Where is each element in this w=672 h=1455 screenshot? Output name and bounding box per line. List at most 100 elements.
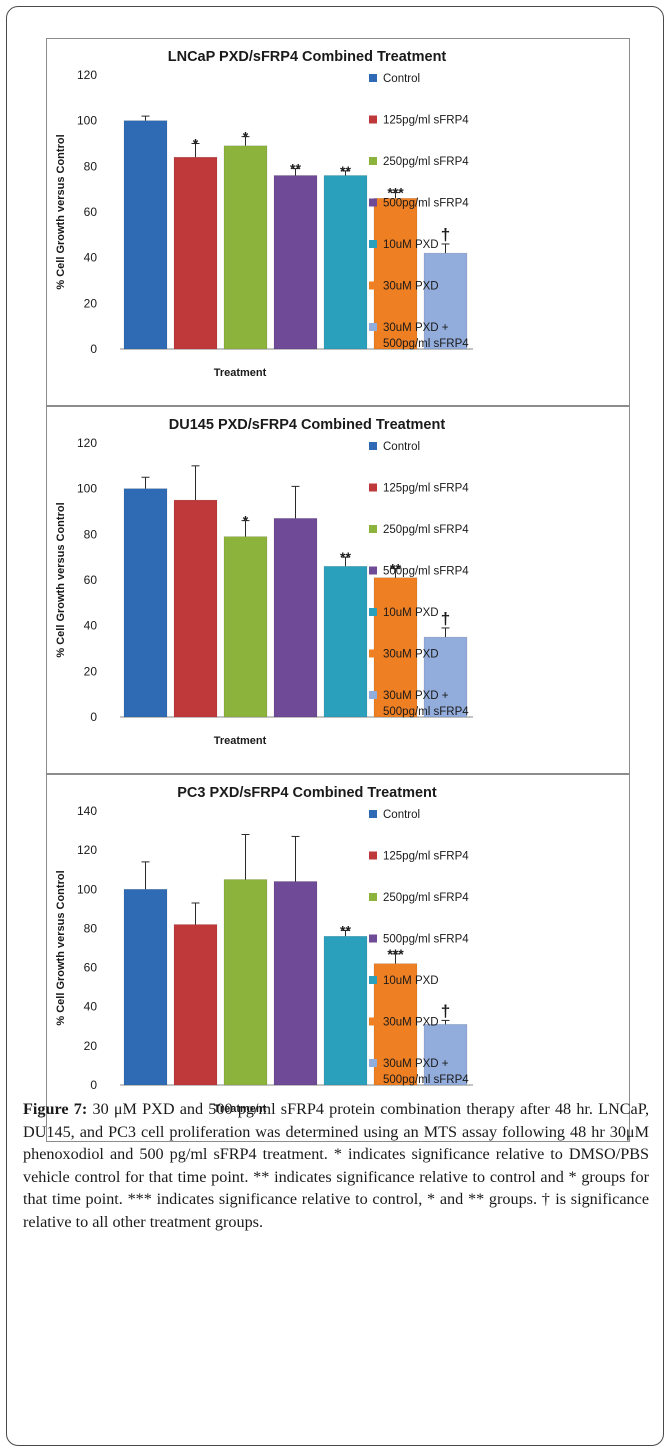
bar (123, 120, 168, 350)
y-tick-label: 0 (90, 1078, 97, 1092)
legend-swatch (369, 198, 377, 207)
bar (323, 175, 368, 350)
significance-marker: ** (340, 549, 351, 565)
legend-swatch (369, 893, 377, 901)
legend-swatch (369, 483, 377, 492)
legend-label: Control (383, 809, 420, 821)
legend-swatch (369, 810, 377, 818)
legend-label: 30uM PXD + (383, 322, 449, 334)
legend-label: 30uM PXD (383, 281, 439, 293)
figure-caption: Figure 7: 30 μM PXD and 500 pg/ml sFRP4 … (23, 1098, 649, 1233)
legend-label: 10uM PXD (383, 975, 439, 987)
chart-title: DU145 PXD/sFRP4 Combined Treatment (169, 417, 446, 433)
legend-label: 500pg/ml sFRP4 (383, 338, 469, 350)
bar (223, 145, 268, 350)
bar (123, 888, 168, 1086)
bar (273, 881, 318, 1086)
y-tick-label: 140 (77, 804, 97, 818)
legend-swatch (369, 323, 377, 331)
y-tick-label: 20 (84, 296, 98, 310)
bar (373, 577, 418, 718)
bar (373, 963, 418, 1086)
legend-label: 250pg/ml sFRP4 (383, 892, 469, 904)
figure-frame: LNCaP PXD/sFRP4 Combined Treatment 0 20 40 6… (6, 6, 664, 1446)
y-tick-label: 60 (84, 961, 98, 975)
legend-swatch (369, 157, 377, 165)
legend-label: 500pg/ml sFRP4 (383, 1074, 469, 1086)
legend-label: 10uM PXD (383, 607, 439, 619)
y-tick-label: 100 (77, 882, 97, 896)
legend-swatch (369, 1059, 377, 1067)
legend-swatch (369, 691, 377, 699)
bar (123, 488, 168, 718)
legend: Control 125pg/ml sFRP4 250pg/ml sFRP4 500pg… (369, 73, 469, 350)
legend-label: 125pg/ml sFRP4 (383, 115, 469, 127)
significance-marker: * (243, 513, 249, 529)
bar (273, 175, 318, 350)
bar (423, 1024, 468, 1086)
legend-label: 500pg/ml sFRP4 (383, 566, 469, 578)
x-axis-label: Treatment (214, 1103, 267, 1115)
bar (423, 636, 468, 718)
legend-swatch (369, 934, 377, 943)
legend-label: 30uM PXD (383, 1017, 439, 1029)
legend: Control 125pg/ml sFRP4 250pg/ml sFRP4 500pg… (369, 441, 469, 718)
bar (323, 566, 368, 718)
chart-svg-3: PC3 PXD/sFRP4 Combined Treatment 0 20 40 60 8… (55, 785, 473, 1115)
bar (223, 879, 268, 1086)
legend-label: 500pg/ml sFRP4 (383, 934, 469, 946)
bar (173, 156, 218, 350)
significance-marker: † (441, 609, 450, 628)
significance-marker: * (193, 136, 199, 152)
chart-title: LNCaP PXD/sFRP4 Combined Treatment (168, 49, 447, 65)
y-tick-label: 120 (77, 436, 97, 450)
y-axis-label: % Cell Growth versus Control (55, 870, 67, 1025)
significance-marker: ** (290, 161, 301, 177)
bar (223, 536, 268, 718)
y-tick-label: 120 (77, 68, 97, 82)
legend-swatch (369, 1017, 377, 1026)
legend-label: 500pg/ml sFRP4 (383, 198, 469, 210)
significance-marker: † (441, 225, 450, 244)
y-tick-label: 20 (84, 664, 98, 678)
legend-label: 125pg/ml sFRP4 (383, 483, 469, 495)
y-tick-label: 20 (84, 1039, 98, 1053)
significance-marker: ** (390, 561, 401, 577)
legend-swatch (369, 566, 377, 575)
bar (423, 252, 468, 350)
significance-marker: ** (340, 922, 351, 938)
y-tick-label: 80 (84, 159, 98, 173)
y-tick-label: 40 (84, 251, 98, 265)
significance-marker: ** (340, 163, 351, 179)
x-axis-label: Treatment (214, 367, 267, 379)
legend-label: 30uM PXD (383, 649, 439, 661)
significance-marker: *** (387, 946, 404, 962)
legend-swatch (369, 74, 377, 82)
legend-label: 30uM PXD + (383, 1058, 449, 1070)
legend-swatch (369, 976, 377, 984)
chart-svg-2: DU145 PXD/sFRP4 Combined Treatment 0 20 40 6… (55, 417, 473, 747)
y-tick-label: 0 (90, 342, 97, 356)
legend: Control 125pg/ml sFRP4 250pg/ml sFRP4 500pg… (369, 809, 469, 1086)
legend-swatch (369, 281, 377, 290)
y-tick-label: 80 (84, 527, 98, 541)
legend-label: 125pg/ml sFRP4 (383, 851, 469, 863)
x-axis-label: Treatment (214, 735, 267, 747)
bar (273, 518, 318, 718)
legend-label: 250pg/ml sFRP4 (383, 156, 469, 168)
y-tick-label: 120 (77, 843, 97, 857)
y-tick-label: 100 (77, 482, 97, 496)
legend-label: Control (383, 73, 420, 85)
legend-label: 250pg/ml sFRP4 (383, 524, 469, 536)
y-tick-label: 0 (90, 710, 97, 724)
bar (373, 198, 418, 350)
chart-panel-3: PC3 PXD/sFRP4 Combined Treatment 0 20 40 60 8… (46, 774, 630, 1142)
significance-marker: * (243, 129, 249, 145)
legend-label: Control (383, 441, 420, 453)
legend-swatch (369, 240, 377, 248)
y-tick-label: 80 (84, 921, 98, 935)
legend-label: 30uM PXD + (383, 690, 449, 702)
caption-label: Figure 7: (23, 1100, 88, 1118)
legend-label: 500pg/ml sFRP4 (383, 706, 469, 718)
y-tick-label: 60 (84, 205, 98, 219)
